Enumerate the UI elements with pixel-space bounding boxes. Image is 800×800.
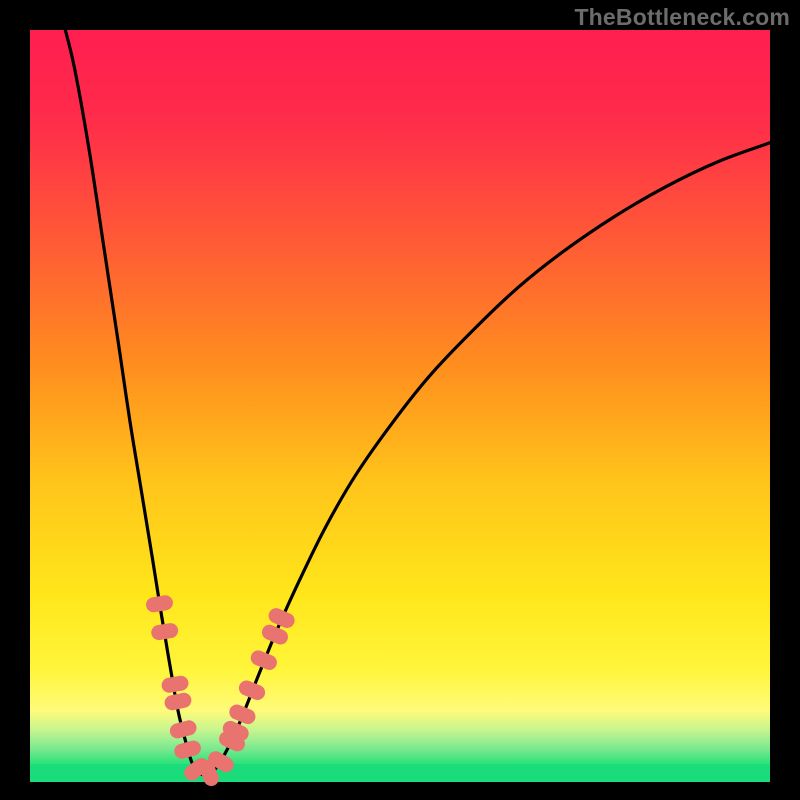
green-band (30, 764, 770, 782)
plot-area (30, 30, 770, 782)
watermark-text: TheBottleneck.com (574, 4, 790, 31)
